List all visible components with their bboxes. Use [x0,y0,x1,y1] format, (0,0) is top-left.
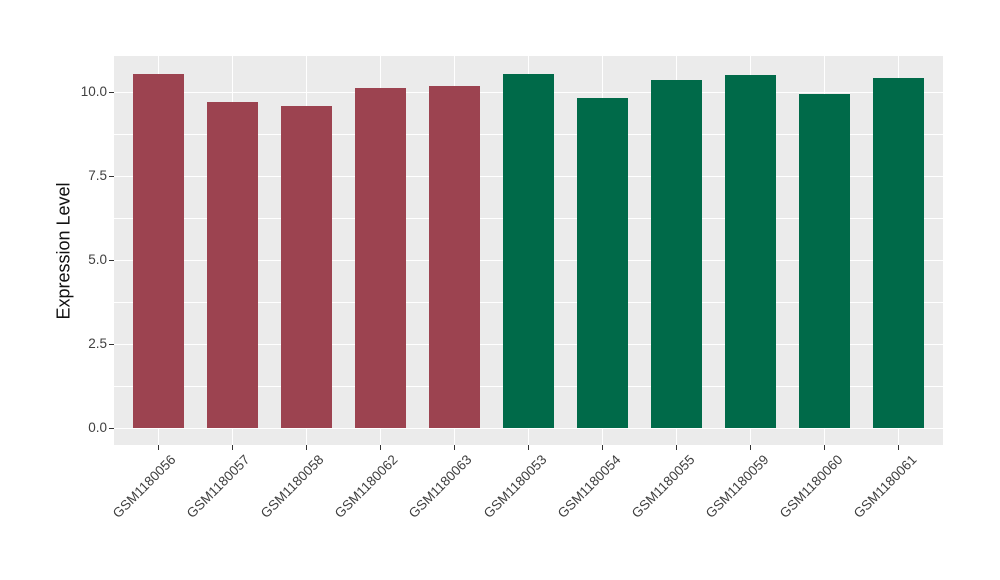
y-tick-label: 0.0 [88,420,107,436]
x-tick-mark [157,445,160,450]
y-tick-label: 2.5 [88,336,107,352]
y-tick-mark [109,91,114,93]
x-tick-mark [453,445,456,450]
bar-GSM1180053 [502,73,555,429]
y-tick-label: 7.5 [88,168,107,184]
y-tick-mark [109,343,114,345]
bar-GSM1180062 [354,88,407,429]
bar-GSM1180061 [872,77,925,429]
bar-GSM1180058 [280,106,333,429]
x-tick-mark [231,445,234,450]
x-tick-mark [897,445,900,450]
x-tick-mark [823,445,826,450]
bar-GSM1180063 [428,86,481,429]
bar-GSM1180060 [798,93,851,429]
y-axis-title: Expression Level [53,182,74,320]
y-tick-mark [109,259,114,261]
x-tick-mark [749,445,752,450]
x-tick-mark [675,445,678,450]
x-tick-mark [379,445,382,450]
y-tick-mark [109,427,114,429]
bar-GSM1180059 [724,75,777,429]
y-tick-mark [109,175,114,177]
bar-GSM1180057 [206,102,259,429]
x-tick-mark [527,445,530,450]
bar-GSM1180054 [576,98,629,429]
x-tick-mark [601,445,604,450]
y-tick-label: 5.0 [88,252,107,268]
horizontal-major-gridline [114,427,943,429]
x-tick-mark [305,445,308,450]
bar-GSM1180056 [132,74,185,429]
bar-GSM1180055 [650,79,703,429]
y-tick-label: 10.0 [80,84,107,100]
